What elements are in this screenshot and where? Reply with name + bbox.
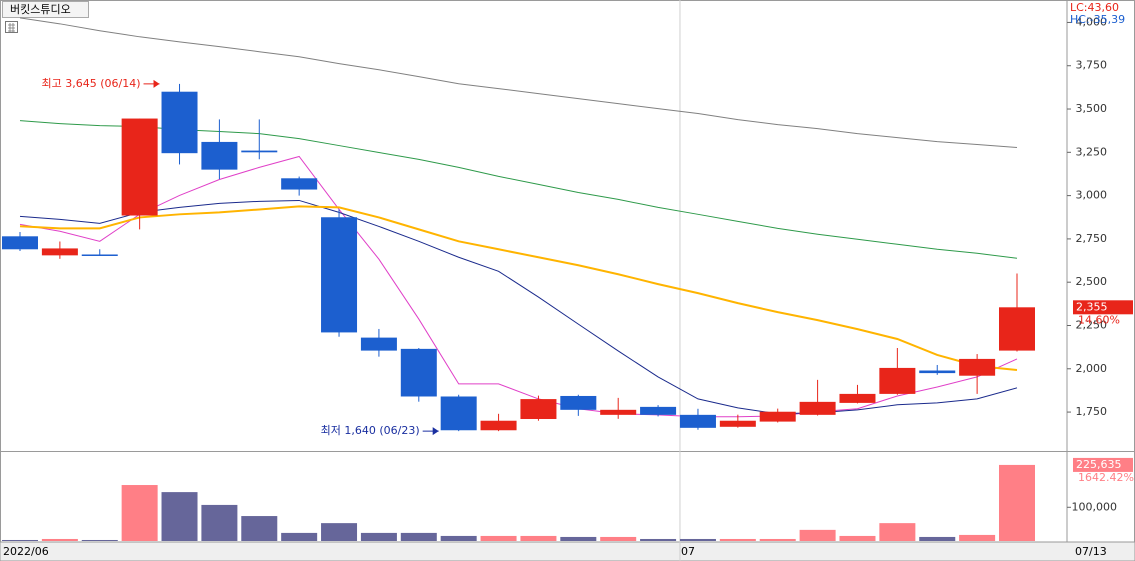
y-tick-label: 3,000 (1076, 189, 1108, 202)
annotation-arrowhead (432, 427, 439, 436)
change-label: 14.60% (1078, 313, 1120, 326)
price-tag (1073, 300, 1133, 315)
volume-bar (161, 492, 198, 541)
volume-bar (440, 535, 477, 541)
volume-bar (400, 532, 437, 541)
volume-bar (321, 523, 358, 541)
moving-average (19, 205, 1018, 371)
y-tick-label: 2,250 (1076, 318, 1108, 331)
candle-body (520, 399, 557, 420)
volume-bar (600, 536, 637, 541)
volume-bar (879, 523, 916, 541)
volume-bar (121, 485, 158, 541)
candle-body (759, 411, 796, 422)
annotation-arrowhead (153, 79, 160, 88)
indicator: HC:-35,39 (1070, 13, 1125, 26)
y-tick-label: 2,500 (1076, 275, 1108, 288)
candle-body (959, 358, 996, 376)
y-tick-label: 4,000 (1076, 15, 1108, 28)
volume-tag (1073, 457, 1133, 472)
volume-bar (799, 529, 836, 541)
candle-body (360, 337, 397, 351)
candle-body (241, 150, 278, 153)
volume-bar (281, 532, 318, 541)
volume-bar (679, 538, 716, 541)
x-tick-label: 07 (681, 545, 695, 558)
candle-body (81, 254, 118, 256)
candle-body (719, 420, 756, 427)
candle-body (640, 406, 677, 415)
y-tick-label: 1,750 (1076, 405, 1108, 418)
volume-bar (759, 538, 796, 541)
candle-body (41, 248, 78, 256)
volume-bar (560, 536, 597, 541)
candle-body (2, 236, 38, 250)
date-strip (0, 541, 1135, 561)
candle-body (161, 91, 198, 154)
volume-bar (719, 538, 756, 541)
title-box (2, 1, 89, 18)
menu-icon[interactable] (5, 21, 18, 33)
candle-body (600, 409, 637, 415)
y-tick-label: 100,000 (1072, 500, 1118, 513)
menu-icon-grid (8, 23, 15, 32)
volume-bar (640, 538, 677, 541)
candle-body (799, 401, 836, 415)
x-tick-label: 2022/06 (3, 545, 49, 558)
volume-bar (2, 539, 38, 541)
volume-bar (241, 516, 278, 541)
candle-body (321, 217, 358, 333)
chart-title: 버킷스튜디오 (10, 3, 71, 16)
volume-bar (520, 535, 557, 541)
y-tick-label: 3,500 (1076, 102, 1108, 115)
volume-bar (480, 535, 517, 541)
volume-bar (41, 538, 78, 541)
volume-tag-label: 225,635 (1076, 458, 1122, 471)
indicator: LC:43,60 (1070, 1, 1119, 14)
candle-body (879, 367, 916, 394)
volume-bar (919, 536, 956, 541)
annotation: 최저 1,640 (06/23) (321, 424, 420, 437)
candle-body (839, 393, 876, 403)
candle-body (281, 178, 318, 190)
candle-body (400, 348, 437, 397)
price-tag-label: 2,355 (1076, 300, 1108, 313)
candle-body (560, 395, 597, 410)
volume-bar (999, 464, 1035, 541)
volume-bar (959, 534, 996, 541)
candle-body (679, 414, 716, 428)
candle-body (480, 420, 517, 431)
x-tick-label: 07/13 (1075, 545, 1107, 558)
annotation: 최고 3,645 (06/14) (42, 77, 141, 90)
candle-body (919, 370, 956, 374)
volume-bar (81, 539, 118, 541)
moving-average (19, 155, 1018, 418)
volume-bar (360, 532, 397, 541)
candle-body (440, 396, 477, 431)
volume-bar (201, 504, 238, 541)
y-tick-label: 3,250 (1076, 145, 1108, 158)
candle-body (121, 118, 158, 216)
y-tick-label: 3,750 (1076, 59, 1108, 72)
moving-average (19, 199, 1018, 415)
candle-body (201, 141, 238, 170)
y-tick-label: 2,750 (1076, 232, 1108, 245)
y-tick-label: 2,000 (1076, 362, 1108, 375)
volume-bar (839, 535, 876, 541)
candle-body (999, 307, 1035, 351)
moving-average (19, 17, 1018, 148)
change-label: 1642.42% (1078, 471, 1134, 484)
